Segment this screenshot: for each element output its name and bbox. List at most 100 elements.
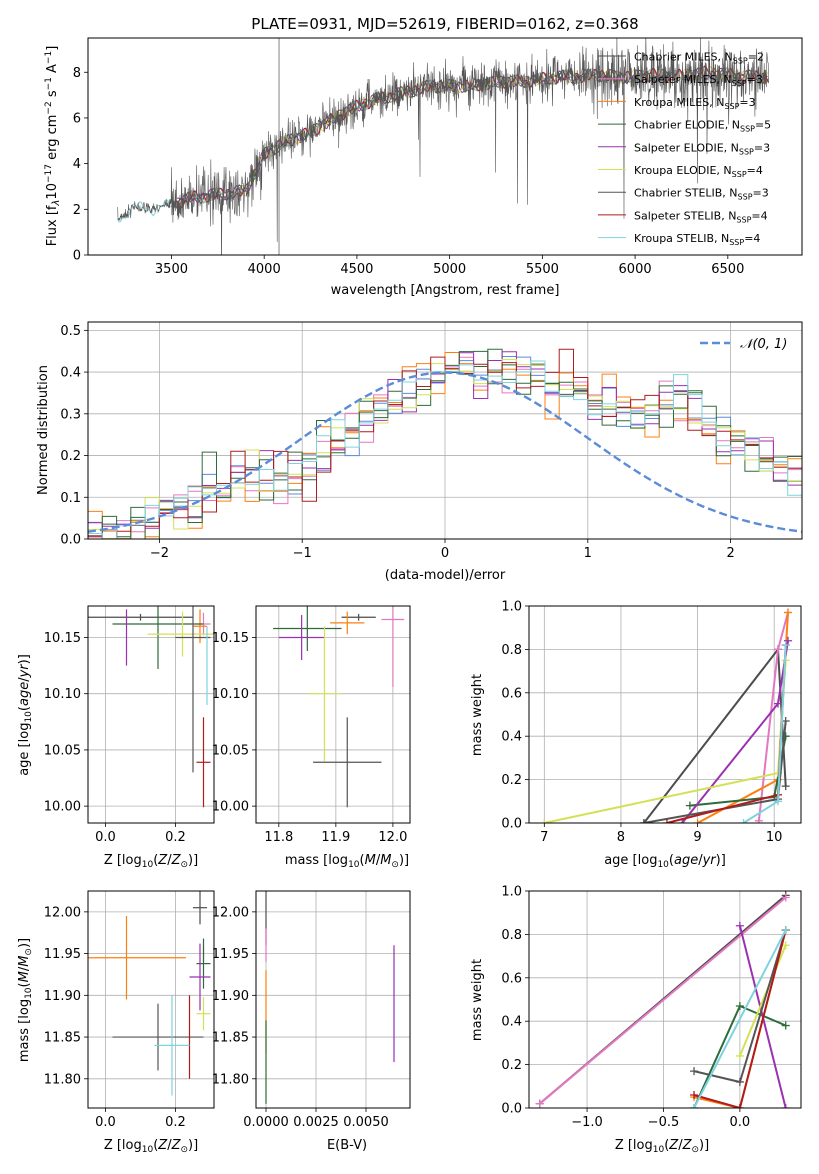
weight-marker [662,819,671,823]
weight-marker [781,1104,790,1108]
x-tick-label: 11.9 [321,830,350,845]
age-vs-mass-axes-frame [255,605,411,824]
mass-vs-Z-gridlines [88,891,214,1108]
mass-vs-EBV-panel: 0.0000 0.0025 0.0050 11.80 11.85 11.90 11.95 12… [212,890,411,1153]
residuals-x-axis-label: (data-model)/error [385,568,506,583]
y-tick-label: 8 [73,66,81,81]
age-vs-Z-x-axis-label: Z [log10(Z/Z⊙)] [104,853,198,870]
y-tick-label: 1.0 [501,885,522,900]
weight-marker [781,717,790,726]
y-tick-label: 0.3 [60,407,81,422]
spectrum-plot-area [117,38,770,255]
legend-label: Chabrier STELIB, NSSP=3 [634,187,769,202]
residual-histogram [88,348,802,539]
observed-spectrum-line [117,38,769,255]
legend-label: Kroupa STELIB, NSSP=4 [634,232,760,247]
x-tick-label: 0.2 [165,1115,186,1130]
age-vs-Z-ticks: 0.0 0.2 10.00 10.05 10.10 10.15 [44,631,186,845]
weight-series-line [738,944,787,1057]
x-tick-label: 5000 [433,262,466,277]
y-tick-label: 0.5 [60,324,81,339]
legend-label: Kroupa ELODIE, NSSP=4 [634,164,763,179]
weight-marker [754,816,763,823]
x-tick-label: 0.0 [95,1115,116,1130]
legend-label: Chabrier MILES, NSSP=2 [634,51,764,66]
mass-vs-EBV-plot-area [265,891,395,1104]
weight-marker [639,819,648,823]
y-tick-label: 0.8 [501,643,522,658]
legend-label: Salpeter STELIB, NSSP=4 [634,209,768,224]
x-tick-label: 4500 [340,262,373,277]
weight-marker [781,926,790,935]
weight-vs-age-plot-area [540,608,792,823]
mass-vs-Z-panel: 0.0 0.2 11.80 11.85 11.90 11.95 12.00 Z [log10… [17,890,215,1155]
x-tick-label: 0.2 [165,830,186,845]
weight-vs-age-axes-frame [528,605,802,824]
mass-vs-Z-plot-area [88,891,211,1096]
mass-vs-EBV-x-axis-label: E(B-V) [327,1138,367,1153]
weight-marker [735,1051,744,1060]
y-tick-label: 0 [73,249,81,264]
y-tick-label: 11.90 [212,989,249,1004]
weight-vs-Z-plot-area [535,891,790,1108]
y-tick-label: 0.0 [60,533,81,548]
x-tick-label: 1 [584,546,592,561]
x-tick-label: 8 [617,830,625,845]
x-tick-label: 0.0000 [243,1115,289,1130]
spectrum-axes-frame [87,37,803,256]
x-tick-label: 0.0025 [293,1115,339,1130]
age-vs-mass-plot-area [273,606,405,808]
y-tick-label: 10.05 [44,743,81,758]
x-tick-label: 10 [766,830,783,845]
residual-histogram [88,352,802,539]
weight-marker [781,641,790,650]
x-tick-label: −1 [293,546,312,561]
y-tick-label: 0.2 [60,449,81,464]
y-tick-label: 10.15 [212,631,249,646]
x-tick-label: 5500 [526,262,559,277]
weight-marker [735,1104,744,1108]
y-tick-label: 10.05 [212,743,249,758]
weight-vs-age-y-axis-label: mass weight [470,674,485,756]
weight-vs-age-gridlines [529,605,801,824]
weight-vs-age-panel: 7 8 9 10 0.0 0.2 0.4 0.6 0.8 1.0 age [log10(age/y… [470,600,802,870]
y-tick-label: 0.0 [501,817,522,832]
x-tick-label: 7 [540,830,548,845]
weight-marker [735,1077,744,1086]
x-tick-label: 2 [726,546,734,561]
weight-series-line [539,896,787,1105]
mass-vs-EBV-axes-frame [255,890,411,1109]
age-vs-Z-y-axis-label: age [log10(age/yr)] [17,654,34,776]
y-tick-label: 0.1 [60,491,81,506]
y-tick-label: 10.10 [212,687,249,702]
legend-label: Salpeter ELODIE, NSSP=3 [634,141,770,156]
y-tick-label: 0.0 [501,1102,522,1117]
y-tick-label: 12.00 [212,905,249,920]
weight-marker [781,941,790,950]
y-tick-label: 4 [73,157,81,172]
residuals-panel: −2 −1 0 1 2 0.0 0.1 0.2 0.3 0.4 0.5 (data-model)/e… [36,321,803,583]
age-vs-Z-gridlines [88,606,214,823]
spectrum-panel: PLATE=0931, MJD=52619, FIBERID=0162, z=0… [44,15,803,298]
spectrum-ticks: 3500 4000 4500 5000 5500 6000 6500 0 2 4 6 8 [73,66,745,277]
x-tick-label: −1.0 [571,1115,603,1130]
weight-series-line [693,929,787,1108]
spectrum-x-axis-label: wavelength [Angstrom, rest frame] [331,283,560,298]
y-tick-label: 12.00 [44,905,81,920]
age-vs-mass-panel: 11.8 11.9 12.0 10.00 10.05 10.10 10.15 mass [l… [212,605,411,870]
y-tick-label: 11.80 [44,1072,81,1087]
x-tick-label: 4000 [248,262,281,277]
x-tick-label: 0.0 [730,1115,751,1130]
y-tick-label: 11.95 [212,947,249,962]
y-tick-label: 11.90 [44,989,81,1004]
x-tick-label: 9 [693,830,701,845]
y-tick-label: 11.80 [212,1072,249,1087]
age-vs-Z-plot-area [88,606,214,808]
mass-vs-Z-x-axis-label: Z [log10(Z/Z⊙)] [104,1138,198,1155]
x-tick-label: 11.8 [264,830,293,845]
y-tick-label: 10.15 [44,631,81,646]
y-tick-label: 2 [73,203,81,218]
spectrum-title: PLATE=0931, MJD=52619, FIBERID=0162, z=0… [251,15,638,33]
y-tick-label: 10.00 [44,800,81,815]
